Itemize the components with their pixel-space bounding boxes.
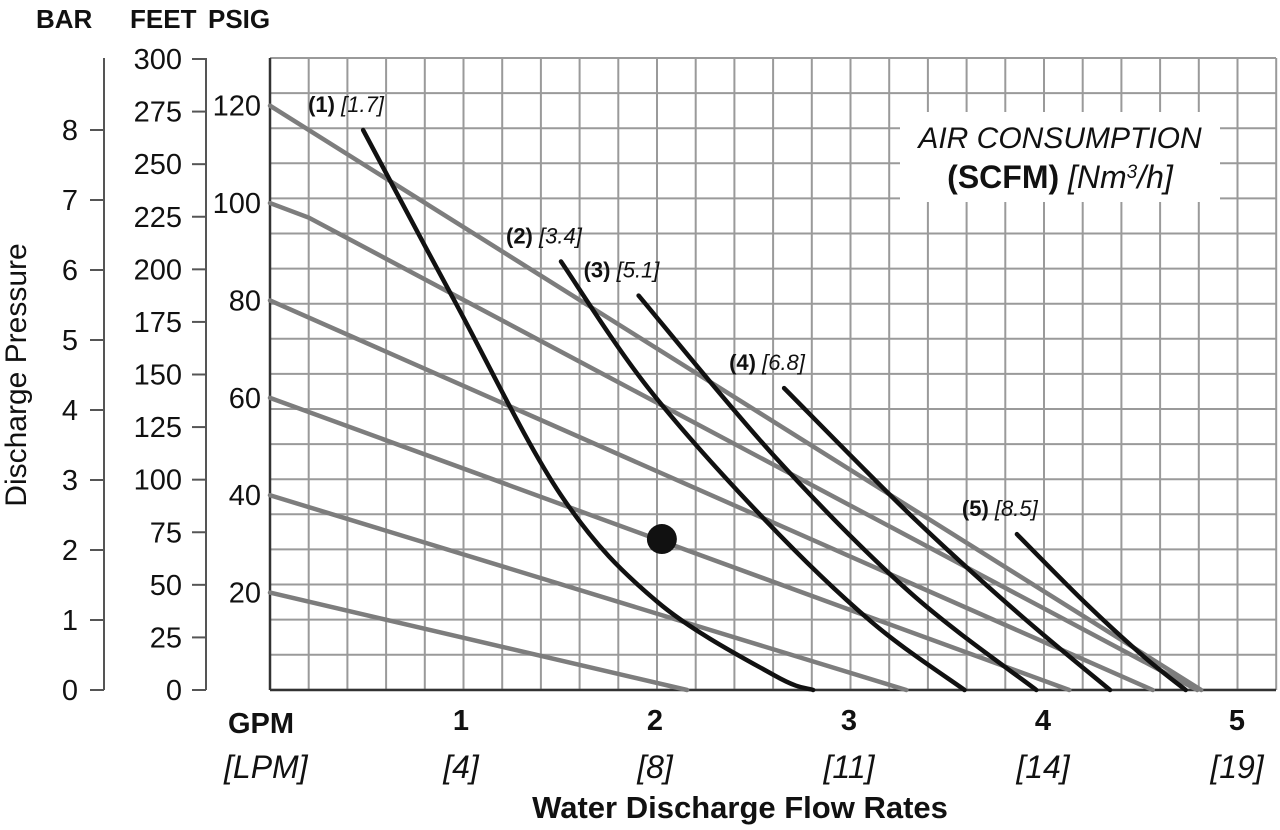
curve-label-value: [1.7]	[340, 92, 385, 117]
legend-unit-suffix: /h]	[1135, 159, 1174, 195]
x-unit-alt-label: [LPM]	[223, 749, 309, 785]
bar-tick-label: 7	[62, 185, 78, 217]
grid	[269, 57, 1278, 691]
curve-label-value: [5.1]	[616, 258, 661, 283]
x-tick-label: 5	[1229, 705, 1245, 737]
curve-label: (1) [1.7]	[308, 92, 385, 117]
x-tick-label: 1	[453, 705, 469, 737]
x-tick-label: 2	[647, 705, 663, 737]
feet-tick-label: 100	[134, 465, 182, 497]
x-tick-label: 4	[1035, 705, 1051, 737]
psig-tick-label: 60	[229, 383, 261, 415]
psig-tick-label: 100	[213, 188, 261, 220]
curve-label: (5) [8.5]	[962, 496, 1039, 521]
pressure-line	[267, 590, 690, 693]
x-tick-alt-label: [4]	[442, 749, 480, 785]
psig-tick-label: 40	[229, 480, 261, 512]
feet-tick-label: 75	[150, 517, 182, 549]
tick-labels: 0123456780255075100125150175200225250275…	[62, 44, 1265, 785]
feet-tick-label: 125	[134, 412, 182, 444]
pressure-line	[267, 298, 1155, 693]
curve-label: (2) [3.4]	[506, 224, 583, 249]
legend: AIR CONSUMPTION (SCFM) [Nm3/h]	[900, 112, 1220, 202]
bar-tick-label: 3	[62, 465, 78, 497]
feet-tick-label: 175	[134, 307, 182, 339]
feet-tick-label: 150	[134, 360, 182, 392]
x-tick-label: 3	[841, 705, 857, 737]
feet-tick-label: 225	[134, 202, 182, 234]
feet-tick-label: 275	[134, 97, 182, 129]
curve-label-number: (3)	[584, 258, 617, 283]
curve-label-value: [8.5]	[994, 496, 1039, 521]
x-unit-label: GPM	[228, 708, 294, 740]
x-tick-alt-label: [11]	[823, 749, 876, 785]
bar-tick-label: 6	[62, 255, 78, 287]
curve-label-number: (2)	[506, 224, 539, 249]
pressure-line	[267, 103, 1204, 693]
x-tick-alt-label: [19]	[1209, 749, 1264, 785]
legend-unit-prefix: [Nm	[1067, 159, 1127, 195]
legend-unit-sup: 3	[1127, 162, 1138, 183]
legend-title: AIR CONSUMPTION	[916, 122, 1202, 155]
feet-tick-label: 0	[166, 675, 182, 707]
bar-tick-label: 1	[62, 605, 78, 637]
psig-tick-label: 80	[229, 285, 261, 317]
curve-label: (3) [5.1]	[584, 258, 661, 283]
air-consumption-curve	[558, 259, 967, 693]
curve-label-number: (5)	[962, 496, 995, 521]
pressure-line	[267, 492, 909, 693]
air-consumption-curve	[1014, 531, 1188, 693]
curve-label-value: [6.8]	[761, 350, 806, 375]
bar-axis-header: BAR	[36, 4, 93, 34]
curve-label-number: (4)	[729, 350, 762, 375]
psig-tick-label: 20	[229, 578, 261, 610]
legend-unit: (SCFM) [Nm3/h]	[947, 159, 1174, 195]
curve-labels: (1) [1.7] (2) [3.4](3) [5.1] (4) [6.8] (5) …	[308, 92, 1038, 521]
y-axis-title: Discharge Pressure	[0, 243, 33, 506]
bar-tick-label: 8	[62, 115, 78, 147]
x-tick-alt-label: [14]	[1015, 749, 1070, 785]
pressure-lines	[267, 103, 1204, 693]
bar-tick-label: 0	[62, 675, 78, 707]
pressure-line	[267, 200, 1200, 693]
air-consumption-curve	[360, 127, 816, 693]
bar-tick-label: 5	[62, 325, 78, 357]
air-consumption-curve	[781, 385, 1113, 693]
bar-tick-label: 4	[62, 395, 78, 427]
curve-label: (4) [6.8]	[729, 350, 806, 375]
air-consumption-curves	[360, 127, 1188, 693]
feet-tick-label: 300	[134, 44, 182, 76]
curve-label-number: (1)	[308, 92, 341, 117]
operating-point-marker	[646, 524, 677, 555]
feet-axis-header: FEET	[130, 4, 197, 34]
x-tick-alt-label: [8]	[636, 749, 674, 785]
legend-background	[900, 112, 1220, 202]
feet-tick-label: 250	[134, 149, 182, 181]
curve-label-value: [3.4]	[538, 224, 583, 249]
air-consumption-curve	[636, 293, 1039, 693]
psig-tick-label: 120	[213, 91, 261, 123]
feet-tick-label: 25	[150, 622, 182, 654]
feet-tick-label: 50	[150, 570, 182, 602]
legend-scfm: (SCFM)	[947, 159, 1059, 195]
bar-tick-label: 2	[62, 535, 78, 567]
x-axis-title: Water Discharge Flow Rates	[532, 790, 948, 825]
feet-tick-label: 200	[134, 254, 182, 286]
psig-axis-header: PSIG	[208, 4, 270, 34]
